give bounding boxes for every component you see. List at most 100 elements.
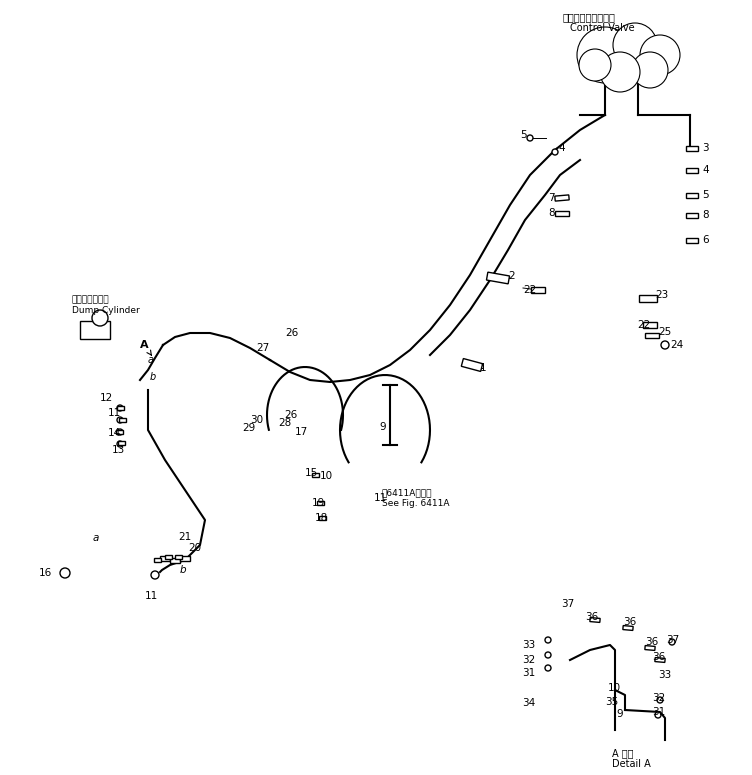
Text: 26: 26 bbox=[284, 410, 297, 420]
Bar bbox=[645, 332, 659, 337]
Text: A: A bbox=[140, 340, 151, 355]
Bar bbox=[487, 272, 510, 284]
Bar bbox=[461, 359, 483, 371]
Circle shape bbox=[657, 697, 663, 703]
Text: 15: 15 bbox=[305, 468, 318, 478]
Text: 34: 34 bbox=[522, 698, 535, 708]
Text: 4: 4 bbox=[702, 165, 708, 175]
Bar bbox=[160, 556, 170, 560]
Circle shape bbox=[545, 665, 551, 671]
Text: Detail A: Detail A bbox=[612, 759, 650, 769]
Bar bbox=[80, 321, 110, 339]
Bar bbox=[117, 406, 123, 410]
Text: 5: 5 bbox=[702, 190, 708, 200]
Bar bbox=[531, 287, 545, 293]
Bar bbox=[686, 192, 698, 198]
Text: 31: 31 bbox=[522, 668, 535, 678]
Text: 35: 35 bbox=[605, 697, 618, 707]
Text: b: b bbox=[180, 565, 186, 575]
Text: 37: 37 bbox=[561, 599, 575, 609]
Text: 36: 36 bbox=[585, 612, 599, 622]
Text: 36: 36 bbox=[645, 637, 658, 647]
Text: 3: 3 bbox=[702, 143, 708, 153]
Text: コントロールバルブ: コントロールバルブ bbox=[563, 12, 616, 22]
Bar bbox=[170, 557, 180, 563]
Text: 24: 24 bbox=[670, 340, 684, 350]
Text: 1: 1 bbox=[480, 363, 487, 373]
Circle shape bbox=[632, 52, 668, 88]
Text: 16: 16 bbox=[39, 568, 52, 578]
Text: 26: 26 bbox=[285, 328, 299, 338]
Text: 22: 22 bbox=[637, 320, 650, 330]
Text: A 詳細: A 詳細 bbox=[612, 748, 633, 758]
Bar bbox=[555, 195, 569, 201]
Text: 31: 31 bbox=[652, 707, 666, 717]
Text: 33: 33 bbox=[522, 640, 535, 650]
Text: Control Valve: Control Valve bbox=[570, 23, 635, 33]
Bar bbox=[116, 430, 123, 434]
Circle shape bbox=[552, 149, 558, 155]
Bar bbox=[311, 474, 319, 477]
Bar bbox=[686, 212, 698, 218]
Text: 17: 17 bbox=[295, 427, 308, 437]
Text: 19: 19 bbox=[312, 498, 326, 508]
Text: ダンプシリンダ: ダンプシリンダ bbox=[72, 295, 110, 304]
Text: 22: 22 bbox=[523, 285, 536, 295]
Text: 11: 11 bbox=[108, 408, 121, 418]
Text: 11: 11 bbox=[374, 493, 387, 503]
Text: 13: 13 bbox=[112, 445, 126, 455]
Bar bbox=[639, 294, 657, 301]
Text: 9: 9 bbox=[379, 422, 386, 432]
Bar bbox=[555, 211, 569, 215]
Text: 7: 7 bbox=[548, 193, 555, 203]
Text: 8: 8 bbox=[548, 208, 555, 218]
Circle shape bbox=[92, 310, 108, 326]
Text: 10: 10 bbox=[320, 471, 333, 481]
Circle shape bbox=[151, 571, 159, 579]
Bar bbox=[180, 556, 190, 560]
Text: 18: 18 bbox=[315, 513, 329, 523]
Text: 11: 11 bbox=[145, 591, 158, 601]
Text: 20: 20 bbox=[188, 543, 201, 553]
Circle shape bbox=[60, 568, 70, 578]
Text: 4: 4 bbox=[558, 143, 565, 153]
Bar bbox=[165, 555, 171, 559]
Bar bbox=[686, 146, 698, 150]
Circle shape bbox=[117, 441, 123, 447]
Text: 28: 28 bbox=[278, 418, 291, 428]
Text: 2: 2 bbox=[508, 271, 514, 281]
Circle shape bbox=[640, 35, 680, 75]
Text: 32: 32 bbox=[522, 655, 535, 665]
Text: 36: 36 bbox=[623, 617, 636, 627]
Text: 図6411A図参照: 図6411A図参照 bbox=[382, 488, 432, 497]
Bar bbox=[623, 625, 633, 630]
Bar bbox=[119, 418, 126, 422]
Text: 5: 5 bbox=[520, 130, 526, 140]
Bar bbox=[319, 516, 326, 520]
Bar bbox=[174, 555, 181, 559]
Text: See Fig. 6411A: See Fig. 6411A bbox=[382, 499, 450, 508]
Circle shape bbox=[117, 405, 123, 411]
Bar bbox=[590, 618, 600, 622]
Circle shape bbox=[117, 429, 123, 435]
Circle shape bbox=[527, 135, 533, 141]
Text: a: a bbox=[148, 355, 154, 365]
Circle shape bbox=[579, 49, 611, 81]
Text: Dump Cylinder: Dump Cylinder bbox=[72, 306, 140, 315]
Text: 6: 6 bbox=[702, 235, 708, 245]
Text: 29: 29 bbox=[242, 423, 255, 433]
Bar bbox=[643, 322, 657, 328]
Bar bbox=[317, 501, 323, 505]
Text: 12: 12 bbox=[100, 393, 114, 403]
Circle shape bbox=[117, 417, 123, 423]
Text: 33: 33 bbox=[658, 670, 672, 680]
Text: 14: 14 bbox=[108, 428, 121, 438]
Circle shape bbox=[600, 52, 640, 92]
Text: b: b bbox=[150, 372, 156, 382]
Circle shape bbox=[613, 23, 657, 67]
Bar bbox=[645, 646, 655, 650]
Bar bbox=[153, 558, 160, 562]
Circle shape bbox=[655, 712, 661, 718]
Text: a: a bbox=[93, 533, 99, 543]
Circle shape bbox=[661, 341, 669, 349]
